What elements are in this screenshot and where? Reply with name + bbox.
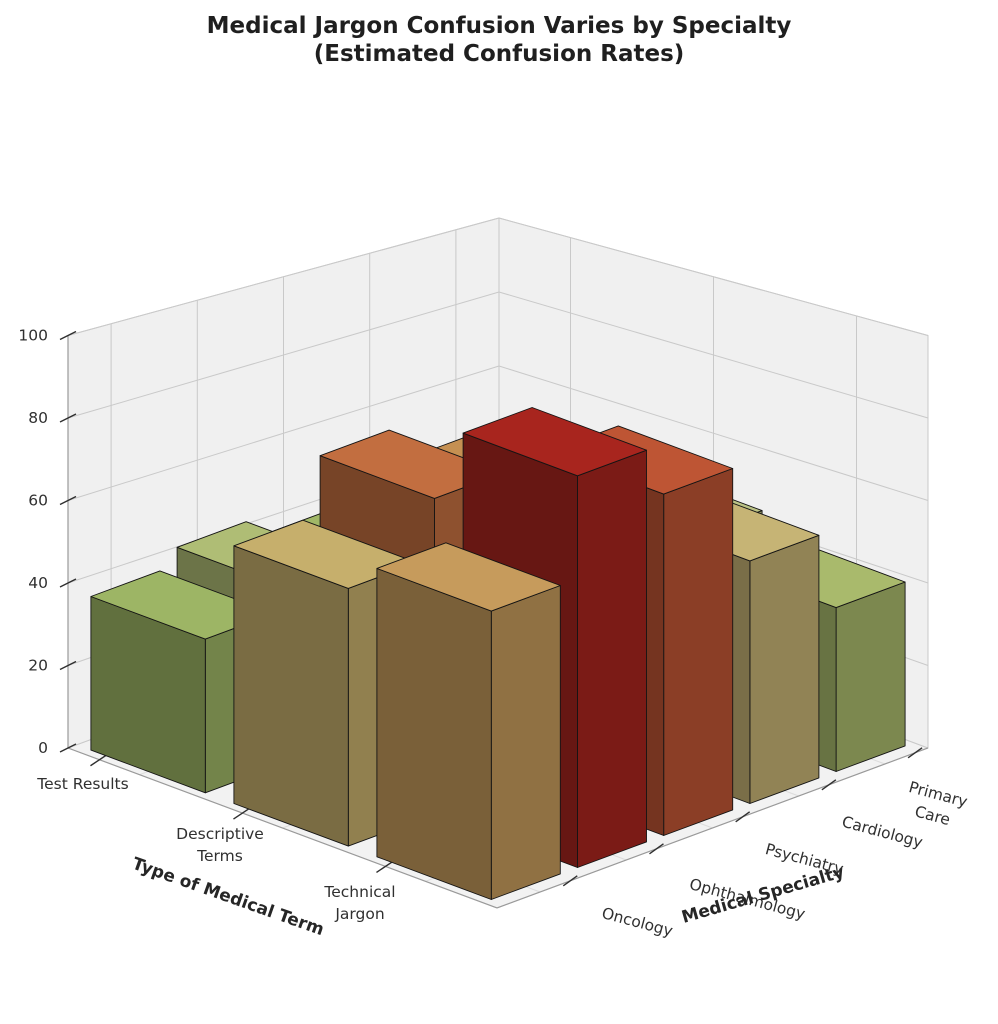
y-tick-mark [562, 875, 578, 887]
bar-technical-jargon-psychiatry-side [663, 468, 734, 836]
bar-technical-jargon-cardiology-side [749, 534, 820, 804]
y-tick-label: Oncology [600, 904, 675, 940]
y-tick-mark [649, 843, 664, 855]
z-tick-label: 100 [18, 327, 48, 345]
x-axis-line [67, 747, 498, 909]
x-tick-label: Descriptive Terms [176, 825, 264, 865]
z-tick-label: 0 [38, 739, 48, 757]
bar-technical-jargon-oncology-top [376, 542, 561, 612]
z-tick-mark [59, 743, 77, 753]
chart-title-line2: (Estimated Confusion Rates) [313, 41, 685, 67]
z-tick-mark [59, 330, 77, 341]
z-tick-mark [59, 413, 77, 423]
chart-title: Medical Jargon Confusion Varies by Speci… [0, 12, 998, 68]
bar-technical-jargon-oncology-front [376, 567, 492, 900]
bar-technical-jargon-ophthalmology-top [462, 407, 647, 477]
chart-title-line1: Medical Jargon Confusion Varies by Speci… [206, 13, 792, 39]
y-tick-mark [821, 779, 837, 791]
bar-technical-jargon-oncology-side [490, 585, 561, 900]
y-tick-mark [907, 747, 923, 759]
z-tick-mark [59, 660, 77, 671]
y-tick-mark [735, 811, 751, 823]
z-tick-label: 60 [28, 492, 48, 510]
z-tick-label: 40 [28, 574, 48, 592]
z-tick-label: 20 [28, 657, 48, 675]
bar-technical-jargon-primary-care-side [835, 581, 906, 772]
z-tick-mark [59, 495, 77, 506]
z-tick-mark [59, 578, 77, 588]
x-tick-label: Test Results [36, 775, 128, 793]
bar-descriptive-terms-oncology-front [233, 545, 349, 847]
x-tick-label: Technical Jargon [323, 883, 395, 923]
bar-technical-jargon-ophthalmology-side [577, 449, 647, 868]
y-tick-label: Cardiology [840, 813, 925, 852]
z-tick-label: 80 [28, 409, 48, 427]
y-tick-label: PrimaryCare [901, 778, 969, 832]
